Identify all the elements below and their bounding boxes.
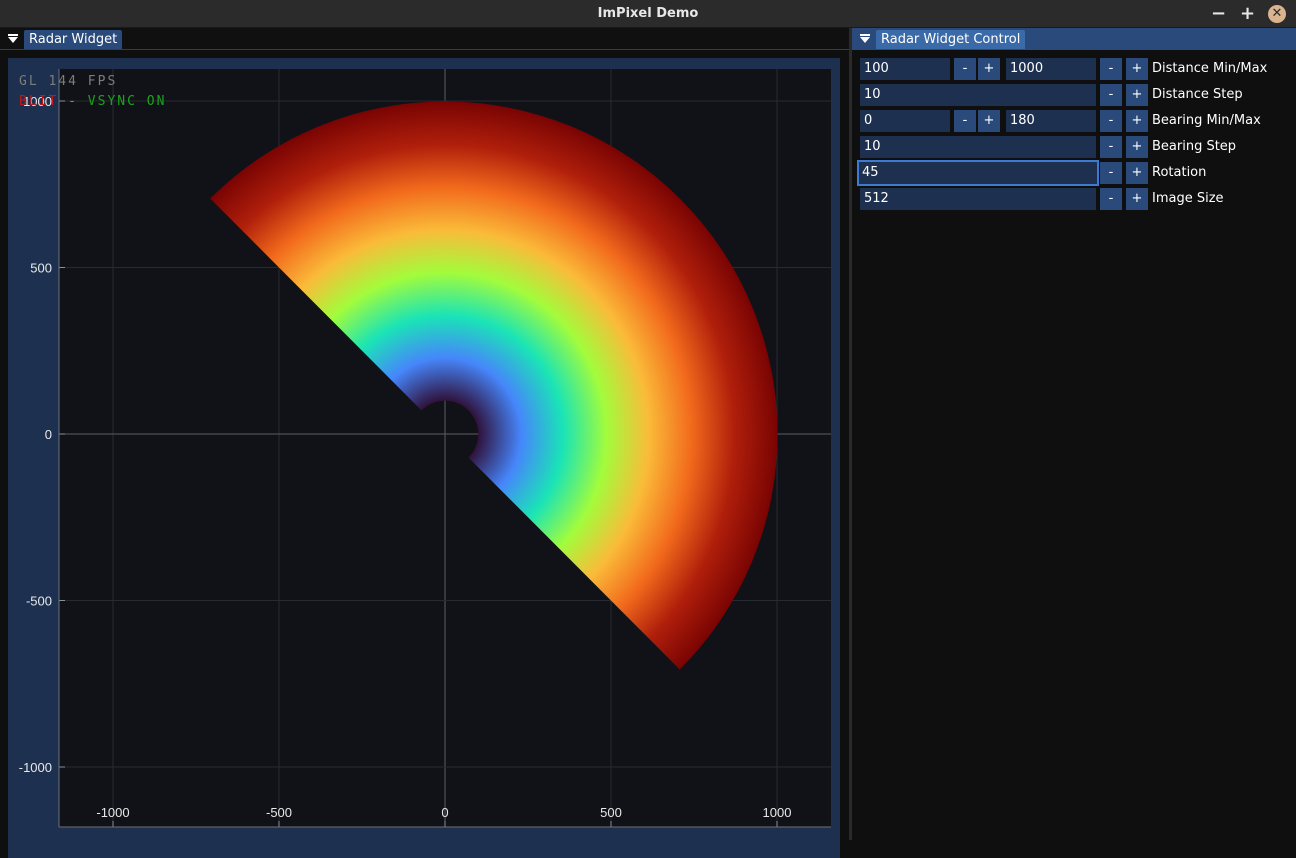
distance-min-max-label: Distance Min/Max [1152, 61, 1268, 76]
y-tick-label: 0 [45, 427, 52, 442]
image-size-input[interactable]: 512 [860, 188, 1096, 210]
pane-splitter[interactable] [849, 28, 852, 840]
x-tick-label: 1000 [763, 805, 792, 820]
bearing-step-decrement-button[interactable]: - [1100, 136, 1122, 158]
status-separator: - [68, 94, 78, 109]
x-tick-label: 500 [600, 805, 622, 820]
x-tick-label: 0 [441, 805, 448, 820]
x-tick-label: -500 [266, 805, 292, 820]
x-tick-label: -1000 [96, 805, 129, 820]
close-button[interactable]: ✕ [1268, 5, 1286, 23]
radar-widget-panel: Radar Widget -1000 -500 0 500 1000 1000 500 0 -5… [0, 28, 849, 858]
y-tick-label: 500 [30, 261, 52, 276]
tab-radar-widget-control[interactable]: Radar Widget Control [876, 30, 1026, 49]
bearing-max-increment-button[interactable]: + [1126, 110, 1148, 132]
bearing-max-decrement-button[interactable]: - [1100, 110, 1122, 132]
rotation-label: Rotation [1152, 165, 1207, 180]
distance-max-decrement-button[interactable]: - [1100, 58, 1122, 80]
maximize-button[interactable]: + [1240, 3, 1256, 24]
minimize-button[interactable]: − [1211, 3, 1227, 24]
tab-radar-widget[interactable]: Radar Widget [24, 30, 123, 49]
close-icon: ✕ [1271, 6, 1283, 21]
radar-chart[interactable]: -1000 -500 0 500 1000 1000 500 0 -500 -1000 [0, 28, 849, 840]
bearing-max-input[interactable]: 180 [1006, 110, 1096, 132]
distance-min-decrement-button[interactable]: - [954, 58, 976, 80]
y-tick-label: 1000 [23, 94, 52, 109]
fps-overlay: GL 144 FPS [19, 73, 118, 90]
radar-control-titlebar: Radar Widget Control [852, 28, 1296, 50]
collapse-arrow-icon[interactable] [859, 33, 871, 45]
bearing-min-max-label: Bearing Min/Max [1152, 113, 1261, 128]
rotation-decrement-button[interactable]: - [1100, 162, 1122, 184]
image-size-increment-button[interactable]: + [1126, 188, 1148, 210]
y-tick-label: -500 [26, 594, 52, 609]
radar-widget-titlebar: Radar Widget [0, 28, 849, 50]
vsync-label: VSYNC ON [87, 94, 167, 109]
bearing-step-input[interactable]: 10 [860, 136, 1096, 158]
distance-min-input[interactable]: 100 [860, 58, 950, 80]
window-titlebar: ImPixel Demo [0, 0, 1296, 28]
distance-min-increment-button[interactable]: + [978, 58, 1000, 80]
distance-step-label: Distance Step [1152, 87, 1243, 102]
bearing-min-input[interactable]: 0 [860, 110, 950, 132]
image-size-decrement-button[interactable]: - [1100, 188, 1122, 210]
bearing-min-decrement-button[interactable]: - [954, 110, 976, 132]
render-status-overlay: BLIT - VSYNC ON [19, 94, 166, 109]
distance-max-input[interactable]: 1000 [1006, 58, 1096, 80]
distance-step-increment-button[interactable]: + [1126, 84, 1148, 106]
blit-label: BLIT [19, 94, 59, 109]
distance-step-input[interactable]: 10 [860, 84, 1096, 106]
radar-control-panel: Radar Widget Control 100 - + 1000 - + Di… [852, 28, 1296, 840]
bearing-step-label: Bearing Step [1152, 139, 1237, 154]
radar-sector [210, 101, 778, 670]
y-tick-label: -1000 [19, 760, 52, 775]
rotation-input[interactable]: 45 [857, 160, 1099, 186]
image-size-label: Image Size [1152, 191, 1224, 206]
bearing-step-increment-button[interactable]: + [1126, 136, 1148, 158]
collapse-arrow-icon[interactable] [7, 33, 19, 45]
rotation-increment-button[interactable]: + [1126, 162, 1148, 184]
window-title: ImPixel Demo [597, 6, 699, 21]
distance-step-decrement-button[interactable]: - [1100, 84, 1122, 106]
distance-max-increment-button[interactable]: + [1126, 58, 1148, 80]
bearing-min-increment-button[interactable]: + [978, 110, 1000, 132]
